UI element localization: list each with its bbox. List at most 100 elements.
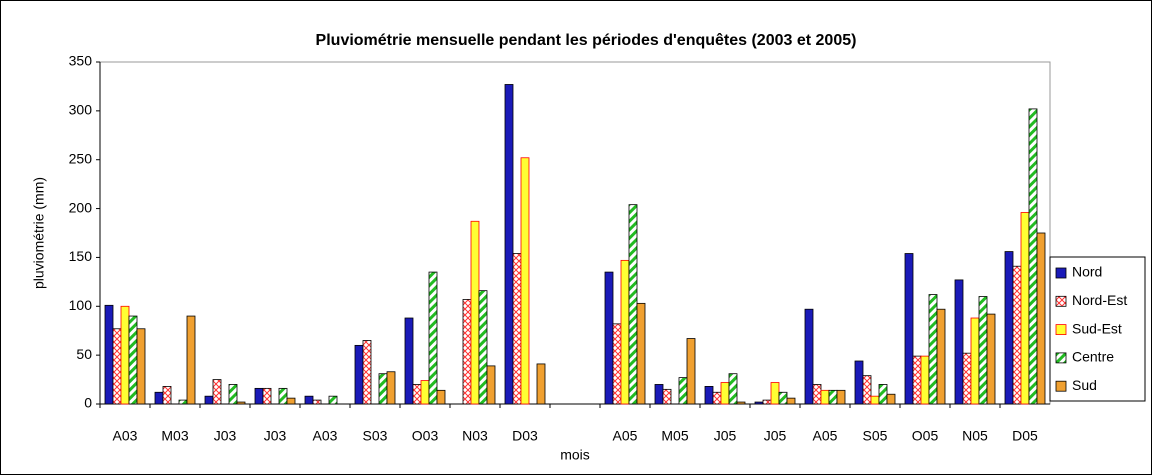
bar [828, 389, 838, 405]
bar [178, 399, 188, 405]
bar [820, 389, 830, 405]
bar [404, 317, 414, 405]
bar [854, 360, 864, 405]
bar [736, 401, 746, 405]
x-tick-label: D03 [512, 428, 538, 444]
bar [804, 308, 814, 405]
bar [478, 290, 488, 405]
legend-label: Nord-Est [1072, 292, 1127, 308]
bar [328, 395, 338, 405]
x-tick-label: J03 [264, 428, 287, 444]
bar [162, 386, 172, 405]
bar [704, 386, 714, 405]
bar [978, 296, 988, 405]
bar [836, 389, 846, 405]
bar [112, 328, 122, 405]
bar [662, 388, 672, 405]
bar [786, 397, 796, 405]
x-tick-label: A05 [613, 428, 638, 444]
legend-label: Nord [1072, 264, 1102, 280]
legend-label: Sud [1072, 377, 1097, 393]
bar [520, 157, 530, 405]
bar [970, 317, 980, 405]
bar [686, 338, 696, 405]
bar [612, 323, 622, 405]
y-tick-label: 150 [69, 248, 93, 264]
bar [278, 387, 288, 405]
bar [212, 379, 222, 405]
bar [428, 271, 438, 405]
bar [286, 397, 296, 405]
bar [462, 299, 472, 405]
chart-title: Pluviométrie mensuelle pendant les pério… [316, 32, 857, 49]
bar [886, 393, 896, 405]
bar [312, 399, 322, 405]
bar [1028, 108, 1038, 405]
x-tick-label: S03 [363, 428, 388, 444]
legend-label: Centre [1072, 349, 1114, 365]
plot-area [99, 61, 1051, 405]
bar [678, 377, 688, 405]
y-tick-label: 350 [69, 53, 93, 69]
bar [928, 294, 938, 405]
bar [936, 308, 946, 405]
y-tick-label: 300 [69, 102, 93, 118]
bar [878, 384, 888, 405]
legend-swatch [1055, 380, 1067, 392]
bar [378, 373, 388, 405]
bar [986, 313, 996, 405]
bar [420, 380, 430, 405]
bar [762, 399, 772, 405]
bar [1012, 265, 1022, 405]
x-tick-label: O05 [912, 428, 939, 444]
bar [362, 340, 372, 405]
legend-swatch [1055, 267, 1067, 279]
bar [862, 375, 872, 405]
y-tick-label: 250 [69, 150, 93, 166]
bar [104, 304, 114, 405]
bar [962, 352, 972, 405]
bar [354, 344, 364, 405]
bar [236, 401, 246, 405]
bar [904, 253, 914, 405]
x-tick-label: S05 [863, 428, 888, 444]
x-tick-label: M05 [661, 428, 688, 444]
bar [712, 391, 722, 405]
x-axis-label: mois [560, 447, 590, 463]
bar [504, 84, 514, 405]
bar [870, 395, 880, 405]
y-axis-label: pluviométrie (mm) [31, 177, 47, 289]
bar [186, 315, 196, 405]
bar [778, 391, 788, 405]
bar [654, 384, 664, 405]
y-tick-label: 0 [84, 395, 92, 411]
y-tick-label: 100 [69, 297, 93, 313]
bar [620, 259, 630, 405]
bar [204, 395, 214, 405]
x-tick-label: O03 [412, 428, 439, 444]
bar [536, 363, 546, 405]
bar [228, 384, 238, 405]
x-tick-label: N05 [962, 428, 988, 444]
bar [412, 384, 422, 405]
legend-label: Sud-Est [1072, 320, 1122, 336]
bar [512, 253, 522, 405]
bar [754, 401, 764, 405]
bar [486, 365, 496, 405]
bar [812, 384, 822, 405]
x-tick-label: M03 [161, 428, 188, 444]
bar [920, 355, 930, 405]
bar [1036, 232, 1046, 405]
y-tick-label: 50 [76, 346, 92, 362]
x-tick-label: J03 [214, 428, 237, 444]
legend-swatch [1055, 295, 1067, 307]
legend-swatch [1055, 324, 1067, 336]
bar [120, 305, 130, 405]
bar [912, 355, 922, 405]
x-tick-label: A03 [313, 428, 338, 444]
bar [1020, 212, 1030, 405]
y-tick-label: 200 [69, 199, 93, 215]
bar [262, 387, 272, 405]
bar [1004, 251, 1014, 405]
bar [628, 204, 638, 405]
